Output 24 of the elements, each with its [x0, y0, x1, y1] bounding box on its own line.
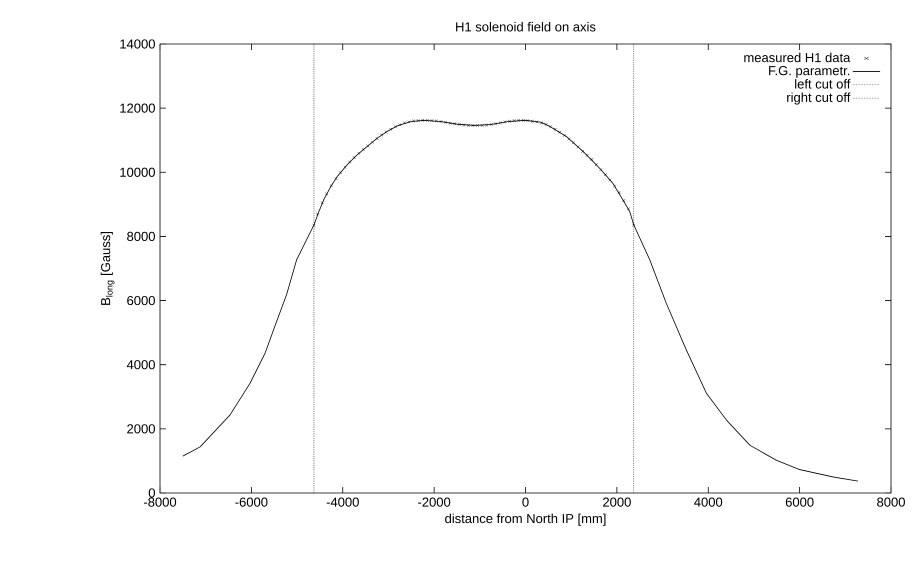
x-tick-label: -4000 [326, 498, 359, 507]
y-tick-label: 2000 [127, 424, 155, 434]
legend-label: left cut off [795, 79, 850, 89]
x-tick-label: -6000 [235, 498, 268, 507]
x-tick-label: 2000 [603, 498, 631, 507]
x-tick-label: 6000 [786, 498, 814, 507]
y-tick-label: 4000 [126, 360, 155, 370]
x-axis-title: distance from North IP [mm] [445, 514, 606, 526]
y-tick-label: 0 [148, 488, 155, 498]
y-tick-label: 10000 [120, 168, 155, 177]
legend-label: measured H1 data [744, 52, 850, 62]
legend-label: right cut off [787, 92, 850, 105]
x-tick-label: -2000 [418, 498, 450, 507]
y-tick-label: 14000 [120, 39, 155, 49]
y-axis-title: B$_{long}$ [Gauss] [100, 232, 114, 305]
x-tick-label: -8000 [144, 498, 176, 507]
y-tick-label: 12000 [120, 104, 155, 113]
x-tick-label: 8000 [877, 498, 905, 507]
legend-label: F.G. parametr. [769, 66, 850, 78]
chart-title: H1 solenoid field on axis [456, 22, 596, 32]
y-tick-label: 8000 [127, 232, 155, 242]
x-tick-label: 4000 [694, 498, 722, 507]
x-tick-label: 0 [522, 498, 529, 507]
y-tick-label: 6000 [127, 296, 155, 306]
